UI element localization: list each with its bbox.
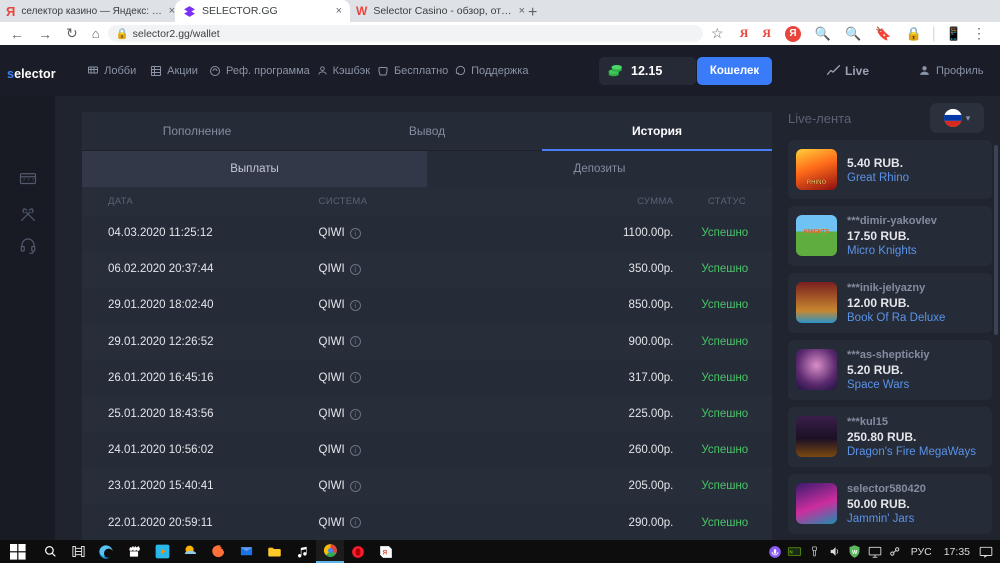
svg-text:7: 7	[31, 177, 34, 182]
svg-text:7: 7	[27, 177, 30, 182]
svg-text:N: N	[790, 549, 793, 554]
svg-text:W: W	[852, 550, 858, 556]
svg-text:Я: Я	[383, 549, 388, 556]
svg-text:7: 7	[22, 177, 25, 182]
